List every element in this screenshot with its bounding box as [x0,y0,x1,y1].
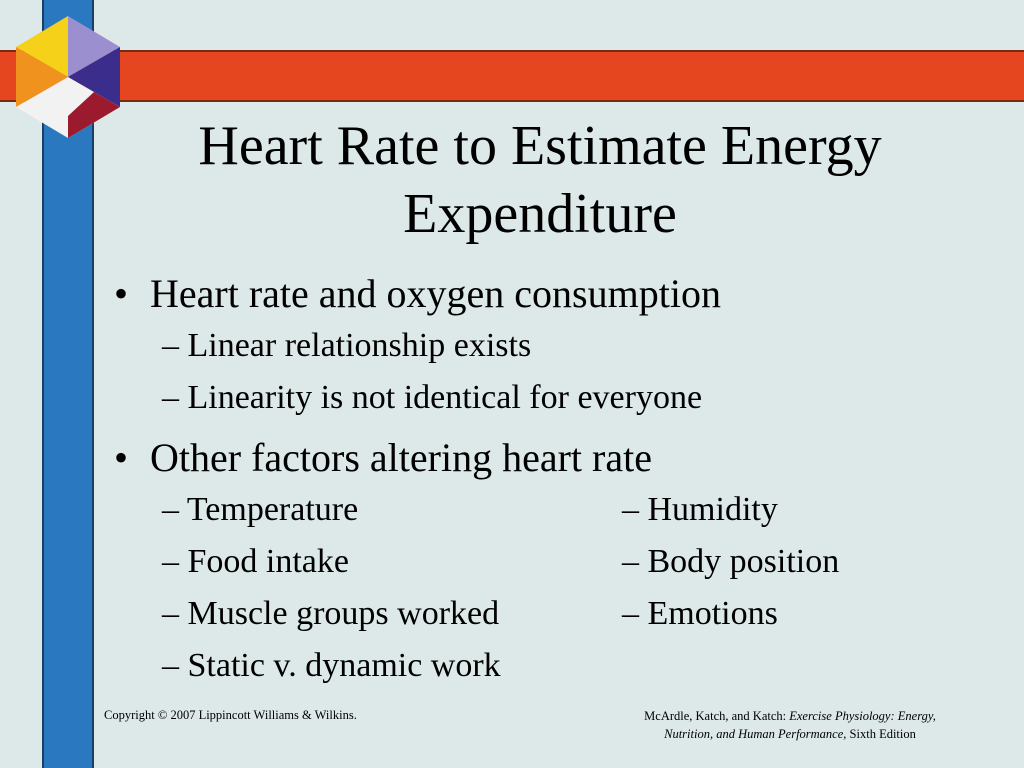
sub-bullet: – Linearity is not identical for everyon… [162,379,703,416]
bullet-text: Other factors altering heart rate [150,435,652,480]
sub-bullet: – Linear relationship exists [162,327,532,364]
citation-book-title-1: Exercise Physiology: Energy, [789,709,936,723]
factors-left-column: – Temperature – Food intake – Muscle gro… [162,484,622,692]
citation-edition: Sixth Edition [846,727,916,741]
slide-title-line2: Expenditure [403,183,677,245]
factor-item: – Emotions [622,595,778,632]
slide-title: Heart Rate to Estimate Energy Expenditur… [110,112,970,248]
factor-item: – Humidity [622,491,778,528]
factor-item: – Muscle groups worked [162,595,500,632]
bullet-other-factors: • Other factors altering heart rate [110,432,970,484]
bullet-heart-rate-oxygen: • Heart rate and oxygen consumption [110,268,970,320]
citation-line2: Nutrition, and Human Performance, Sixth … [590,725,990,743]
bullet-text: Heart rate and oxygen consumption [150,271,721,316]
bullet-glyph: • [114,435,129,480]
copyright-notice: Copyright © 2007 Lippincott Williams & W… [104,708,357,722]
factor-item: – Body position [622,543,840,580]
horizontal-accent-bar [0,50,1024,102]
factor-item: – Food intake [162,543,349,580]
factors-right-column: – Humidity – Body position – Emotions [622,484,922,692]
cube-logo-icon [16,16,120,138]
factor-item: – Static v. dynamic work [162,647,501,684]
citation-line1: McArdle, Katch, and Katch: Exercise Phys… [590,707,990,725]
citation: McArdle, Katch, and Katch: Exercise Phys… [590,707,990,743]
factors-grid: – Temperature – Food intake – Muscle gro… [110,484,970,692]
slide-body: • Heart rate and oxygen consumption – Li… [110,268,970,692]
citation-book-title-2: Nutrition, and Human Performance, [664,727,847,741]
factor-item: – Temperature [162,491,359,528]
slide-title-line1: Heart Rate to Estimate Energy [198,115,882,177]
citation-authors: McArdle, Katch, and Katch: [644,709,790,723]
bullet-glyph: • [114,271,129,316]
